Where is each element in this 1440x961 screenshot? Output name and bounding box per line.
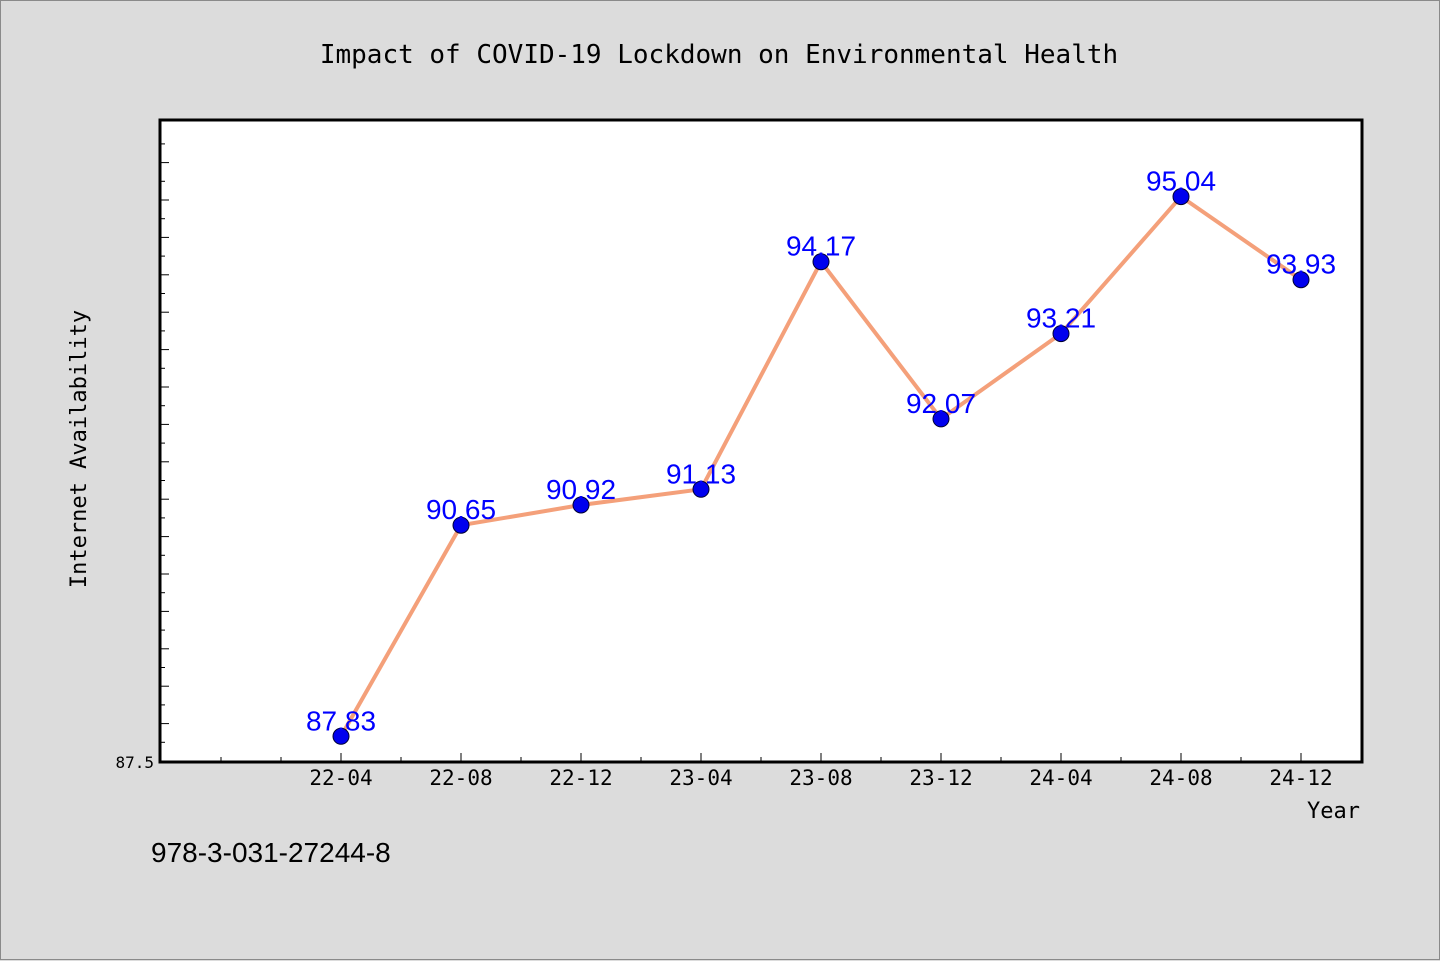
data-point [452,516,470,534]
data-point [1292,271,1310,289]
x-tick-label: 22-04 [309,766,372,790]
data-point [572,496,590,514]
data-label: 90.92 [546,474,616,505]
data-point [1172,188,1190,206]
x-tick-label: 24-04 [1029,766,1092,790]
x-axis-label: Year [1307,799,1360,824]
x-tick-label: 22-08 [429,766,492,790]
data-label: 93.21 [1026,303,1096,334]
data-label: 92.07 [906,388,976,419]
footer-note: 978-3-031-27244-8 [151,837,391,868]
data-label: 95.04 [1146,166,1216,197]
data-point [932,410,950,428]
data-label: 87.83 [306,705,376,736]
x-tick-label: 23-08 [789,766,852,790]
x-tick-label: 23-04 [669,766,732,790]
data-point [332,727,350,745]
data-label: 90.65 [426,494,496,525]
data-point [812,253,830,271]
data-label: 93.93 [1266,249,1336,280]
x-tick-label: 22-12 [549,766,612,790]
x-axis-ticks [220,753,1302,761]
chart-title: Impact of COVID-19 Lockdown on Environme… [320,40,1118,70]
y-tick-label: 87.5 [115,753,154,772]
x-tick-label: 24-12 [1269,766,1332,790]
data-markers [332,188,1310,745]
y-axis-ticks [161,143,169,762]
data-point [1052,325,1070,343]
x-tick-label: 24-08 [1149,766,1212,790]
data-label: 94.17 [786,231,856,262]
y-axis-label: Internet Availability [67,310,92,588]
x-axis-tick-labels: 22-04 22-08 22-12 23-04 23-08 23-12 24-04 24-08… [309,766,1332,790]
data-label: 91.13 [666,458,736,489]
data-labels: 87.83 90.65 90.92 91.13 94.17 92.07 93.21 95.04… [306,166,1336,737]
plot-area [158,118,1364,764]
data-point [692,480,710,498]
x-tick-label: 23-12 [909,766,972,790]
